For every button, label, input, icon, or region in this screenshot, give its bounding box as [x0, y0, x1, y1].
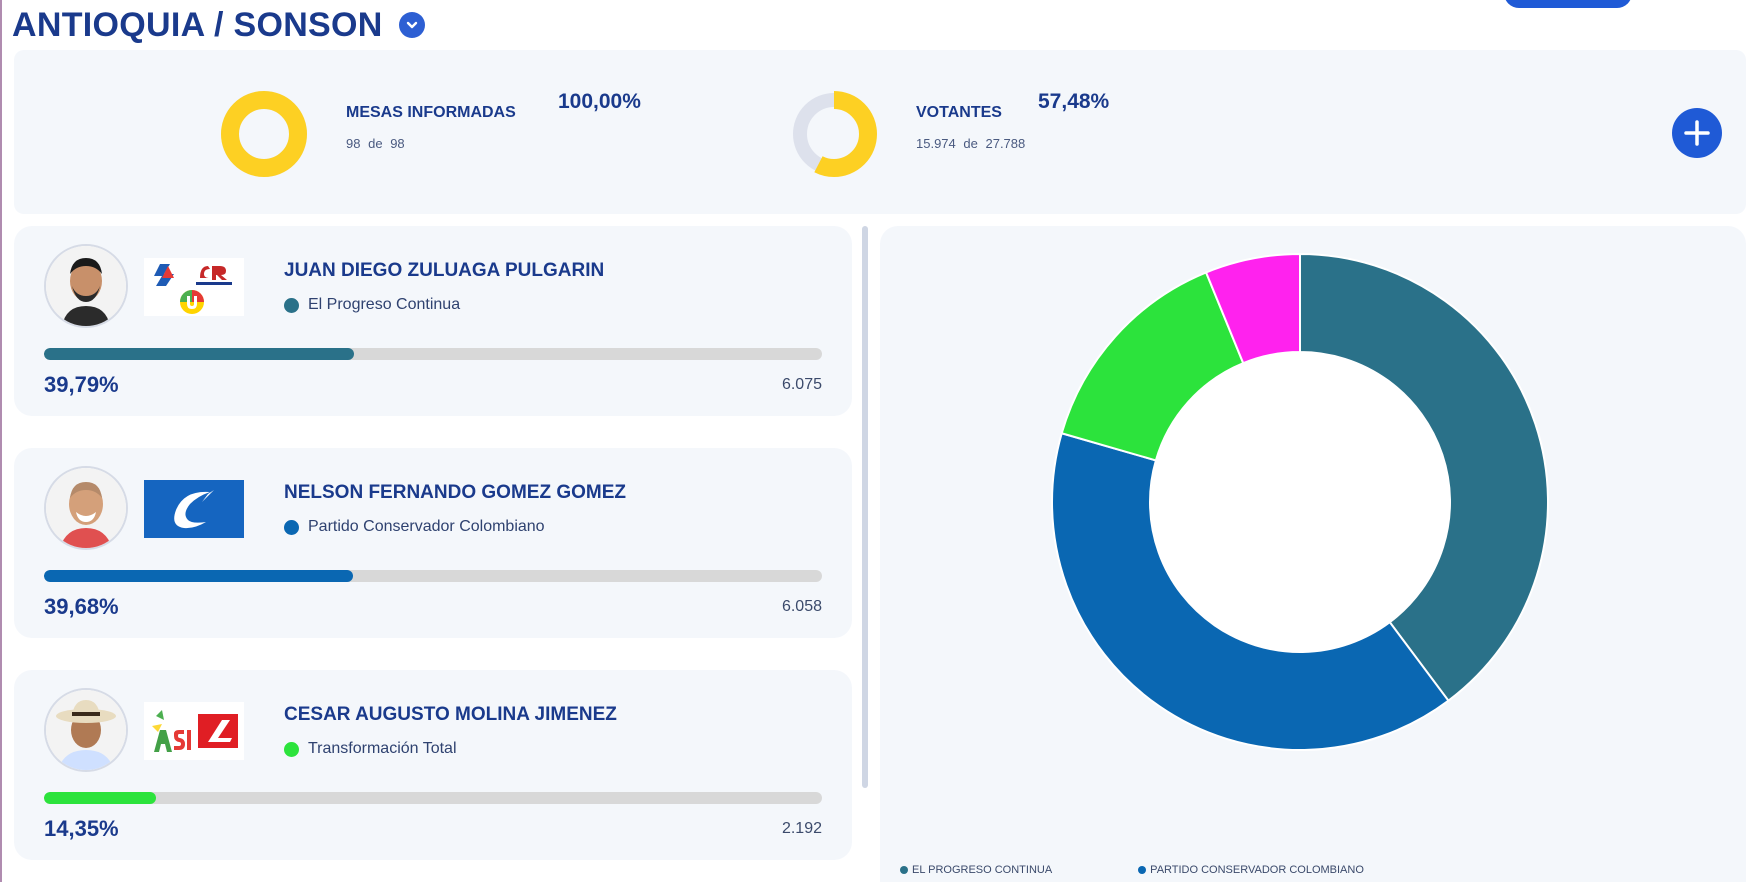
legend-label: EL PROGRESO CONTINUA [912, 864, 1053, 876]
vote-progress-fill [44, 792, 156, 804]
results-chart-panel: EL PROGRESO CONTINUA PARTIDO CONSERVADOR… [880, 226, 1746, 882]
expand-plus-button[interactable] [1672, 108, 1722, 158]
mesas-label: MESAS INFORMADAS [346, 104, 516, 121]
candidate-party: Partido Conservador Colombiano [284, 518, 545, 536]
votantes-stat: VOTANTES 57,48% 15.974 de 27.788 [786, 86, 1236, 182]
page-title: ANTIOQUIA / SONSON [12, 6, 383, 45]
top-action-button[interactable] [1504, 0, 1632, 8]
candidate-percent: 14,35% [44, 816, 119, 841]
candidate-votes: 6.058 [781, 598, 822, 615]
party-logos [144, 480, 244, 538]
candidate-party: El Progreso Continua [284, 296, 460, 314]
votantes-count: 15.974 de 27.788 [916, 136, 1236, 151]
candidate-list-scrollbar[interactable] [862, 226, 868, 788]
party-color-dot [284, 519, 299, 535]
candidate-party: Transformación Total [284, 740, 457, 758]
vote-progress-fill [44, 348, 354, 360]
legend-dot [1138, 866, 1147, 874]
vote-progress-bar [44, 570, 822, 582]
mesas-total: 98 [390, 136, 405, 151]
votantes-current: 15.974 [916, 136, 956, 151]
vote-progress-fill [44, 570, 353, 582]
legend-item[interactable]: PARTIDO CONSERVADOR COLOMBIANO [1138, 864, 1364, 876]
candidate-name: JUAN DIEGO ZULUAGA PULGARIN [284, 260, 605, 281]
municipality-name: SONSON [233, 5, 383, 44]
mesas-percent: 100,00% [558, 90, 641, 113]
party-name: Transformación Total [308, 740, 457, 757]
department-name: ANTIOQUIA [12, 5, 205, 44]
candidate-list[interactable]: JUAN DIEGO ZULUAGA PULGARIN El Progreso … [14, 226, 852, 882]
candidate-votes: 2.192 [781, 820, 822, 837]
party-color-dot [284, 741, 299, 757]
chart-legend: EL PROGRESO CONTINUA PARTIDO CONSERVADOR… [900, 864, 1364, 876]
mesas-of: de [368, 136, 383, 151]
candidate-card[interactable]: JUAN DIEGO ZULUAGA PULGARIN El Progreso … [14, 226, 852, 416]
votantes-percent: 57,48% [1038, 90, 1110, 113]
results-donut-chart [1051, 252, 1549, 751]
stats-panel: MESAS INFORMADAS 100,00% 98 de 98 VOTANT… [14, 50, 1746, 214]
candidate-card[interactable]: NELSON FERNANDO GOMEZ GOMEZ Partido Cons… [14, 448, 852, 638]
legend-dot [900, 866, 908, 874]
candidate-percent: 39,68% [44, 594, 119, 619]
party-logos [144, 258, 244, 316]
party-name: El Progreso Continua [308, 296, 461, 313]
breadcrumb: ANTIOQUIA / SONSON [12, 4, 425, 46]
mesas-count: 98 de 98 [346, 136, 666, 151]
candidate-percent: 39,79% [44, 372, 119, 397]
candidate-votes: 6.075 [781, 376, 822, 393]
candidate-name: CESAR AUGUSTO MOLINA JIMENEZ [284, 704, 617, 725]
candidate-avatar [44, 466, 128, 550]
party-color-dot [284, 297, 299, 313]
party-logos [144, 702, 244, 760]
votantes-of: de [963, 136, 978, 151]
donut-hole [1150, 352, 1450, 652]
votantes-total: 27.788 [985, 136, 1026, 151]
candidate-avatar [44, 688, 128, 772]
mesas-stat: MESAS INFORMADAS 100,00% 98 de 98 [216, 86, 666, 182]
mesas-current: 98 [346, 136, 361, 151]
votantes-label: VOTANTES [916, 104, 1002, 121]
votantes-progress-ring [791, 91, 877, 177]
candidate-name: NELSON FERNANDO GOMEZ GOMEZ [284, 482, 626, 503]
chevron-down-icon[interactable] [398, 12, 425, 38]
vote-progress-bar [44, 792, 822, 804]
vote-progress-bar [44, 348, 822, 360]
legend-item[interactable]: EL PROGRESO CONTINUA [900, 864, 1052, 876]
breadcrumb-separator: / [213, 5, 224, 44]
candidate-avatar [44, 244, 128, 328]
candidate-card[interactable]: CESAR AUGUSTO MOLINA JIMENEZ Transformac… [14, 670, 852, 860]
party-name: Partido Conservador Colombiano [308, 518, 545, 535]
plus-icon [1684, 120, 1710, 146]
legend-label: PARTIDO CONSERVADOR COLOMBIANO [1150, 864, 1364, 876]
mesas-progress-ring [221, 91, 307, 177]
